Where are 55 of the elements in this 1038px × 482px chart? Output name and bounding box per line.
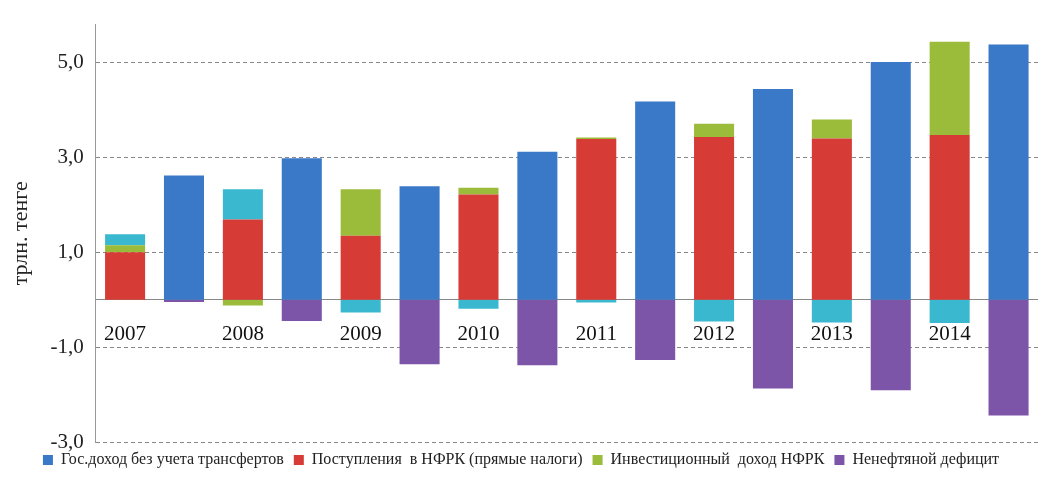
- bar: [458, 299, 499, 309]
- x-tick-label: 2008: [221, 320, 264, 345]
- bar: [811, 299, 852, 323]
- bar: [752, 299, 793, 389]
- bar: [635, 101, 676, 300]
- bar: [281, 158, 322, 300]
- bar: [694, 299, 735, 322]
- bar: [458, 194, 499, 300]
- y-tick-label: 5,0: [57, 49, 84, 74]
- bar: [281, 299, 322, 322]
- bar: [340, 299, 381, 313]
- bar: [929, 41, 970, 136]
- bar: [694, 123, 735, 138]
- bar: [399, 186, 440, 300]
- x-tick-label: 2014: [928, 320, 972, 345]
- x-tick-label: 2010: [457, 320, 500, 345]
- bar: [811, 138, 852, 300]
- legend-label: Гос.доход без учета трансфертов: [60, 450, 285, 469]
- bar: [458, 187, 499, 195]
- bar: [576, 138, 617, 300]
- bar: [870, 62, 911, 300]
- bar: [870, 299, 911, 391]
- legend-label: Инвестиционный доход НФРК: [610, 450, 825, 469]
- bar: [988, 299, 1029, 416]
- x-tick-label: 2012: [693, 320, 736, 345]
- bar: [517, 299, 558, 366]
- y-tick-label: 3,0: [57, 143, 84, 168]
- bar: [105, 234, 146, 246]
- bar: [635, 299, 676, 360]
- bar: [105, 252, 146, 300]
- bar: [105, 245, 146, 253]
- bar: [988, 44, 1029, 300]
- bar: [163, 175, 205, 300]
- bar: [576, 299, 617, 303]
- bar: [399, 299, 440, 365]
- bar: [694, 137, 735, 300]
- x-tick-label: 2009: [339, 320, 382, 345]
- bar: [929, 299, 970, 323]
- x-tick-label: 2007: [104, 320, 147, 345]
- y-axis-title: трлн. тенге: [6, 181, 32, 286]
- bar: [517, 151, 558, 300]
- bar: [929, 135, 970, 300]
- bar: [811, 119, 852, 139]
- bar: [340, 189, 381, 236]
- bar: [752, 89, 793, 300]
- legend-label: Ненефтяной дефицит: [852, 450, 1000, 469]
- y-tick-label: -3,0: [50, 428, 84, 453]
- y-tick-label: 1,0: [57, 238, 84, 263]
- bar: [340, 235, 381, 300]
- bar: [222, 219, 263, 300]
- bar: [222, 189, 263, 220]
- x-tick-label: 2011: [575, 320, 617, 345]
- legend-label: Поступления в НФРК (прямые налоги): [311, 450, 583, 469]
- x-tick-label: 2013: [810, 320, 853, 345]
- y-tick-label: -1,0: [50, 333, 84, 358]
